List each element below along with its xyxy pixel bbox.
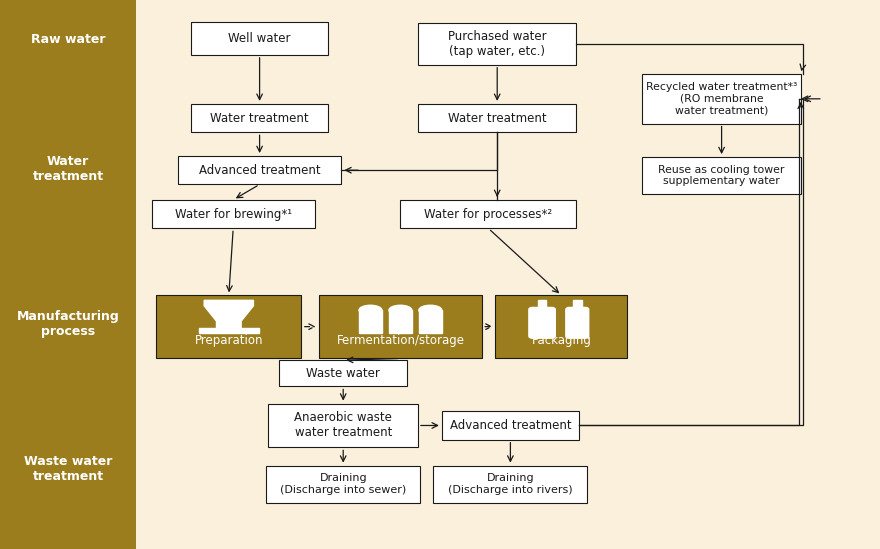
Text: Draining
(Discharge into sewer): Draining (Discharge into sewer) <box>280 473 407 495</box>
Bar <box>0 80 136 258</box>
Text: Water for processes*²: Water for processes*² <box>424 208 553 221</box>
Text: Manufacturing
process: Manufacturing process <box>17 310 120 338</box>
Bar <box>319 295 482 358</box>
Bar <box>573 300 582 310</box>
Bar <box>0 258 136 390</box>
Bar <box>433 466 588 503</box>
Text: Purchased water
(tap water, etc.): Purchased water (tap water, etc.) <box>448 30 546 58</box>
Text: Advanced treatment: Advanced treatment <box>450 419 571 432</box>
Text: Reuse as cooling tower
supplementary water: Reuse as cooling tower supplementary wat… <box>658 165 785 187</box>
Bar <box>268 404 418 447</box>
Bar <box>442 411 579 440</box>
Text: Well water: Well water <box>228 32 291 45</box>
Text: Waste water
treatment: Waste water treatment <box>24 455 113 484</box>
Bar <box>642 157 801 194</box>
Text: Advanced treatment: Advanced treatment <box>199 164 320 177</box>
Text: Waste water: Waste water <box>306 367 380 380</box>
Bar <box>0 390 136 549</box>
Bar <box>192 104 327 132</box>
Text: Preparation: Preparation <box>194 334 263 348</box>
Text: Fermentation/storage: Fermentation/storage <box>336 334 465 348</box>
Bar <box>538 300 546 310</box>
Ellipse shape <box>419 305 442 315</box>
Bar <box>0 0 136 80</box>
Bar <box>136 0 880 80</box>
Bar <box>418 23 576 64</box>
Bar <box>136 80 880 258</box>
Ellipse shape <box>389 305 412 315</box>
Bar <box>419 310 442 333</box>
Text: Water treatment: Water treatment <box>210 111 309 125</box>
Text: Water treatment: Water treatment <box>448 111 546 125</box>
Bar <box>495 295 627 358</box>
Bar <box>157 295 302 358</box>
Bar <box>178 156 341 184</box>
Bar <box>400 200 576 228</box>
Bar <box>199 328 259 333</box>
Bar <box>136 258 880 390</box>
Text: Draining
(Discharge into rivers): Draining (Discharge into rivers) <box>448 473 573 495</box>
Text: Packaging: Packaging <box>532 334 591 348</box>
Bar <box>267 466 421 503</box>
Bar <box>280 360 407 386</box>
Polygon shape <box>204 300 253 331</box>
FancyBboxPatch shape <box>529 307 555 338</box>
Bar <box>359 310 382 333</box>
Bar <box>136 390 880 549</box>
Text: Raw water: Raw water <box>31 33 106 46</box>
Text: Water
treatment: Water treatment <box>33 155 104 183</box>
Bar <box>192 22 327 55</box>
Text: Recycled water treatment*³
(RO membrane
water treatment): Recycled water treatment*³ (RO membrane … <box>646 82 797 115</box>
Text: Anaerobic waste
water treatment: Anaerobic waste water treatment <box>294 411 392 440</box>
Bar <box>389 310 412 333</box>
Bar <box>152 200 315 228</box>
Ellipse shape <box>359 305 382 315</box>
FancyBboxPatch shape <box>566 307 589 338</box>
Bar <box>642 74 801 124</box>
Bar <box>418 104 576 132</box>
Text: Water for brewing*¹: Water for brewing*¹ <box>174 208 292 221</box>
